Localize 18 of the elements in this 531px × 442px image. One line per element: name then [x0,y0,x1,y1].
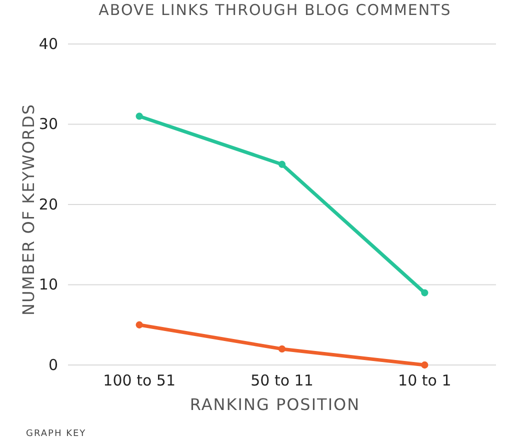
chart-title: ABOVE LINKS THROUGH BLOG COMMENTS [98,1,452,19]
point [278,160,286,168]
y-axis-title: NUMBER OF KEYWORDS [19,103,38,316]
text: GRAPH KEY [26,429,86,439]
point [136,321,143,328]
x-tick-label: 10 to 1 [398,372,452,390]
point [421,361,428,369]
x-tick-label: 50 to 11 [250,372,314,390]
y-tick-label: 40 [38,34,58,53]
y-tick-label: 20 [38,195,58,214]
point [278,345,286,353]
y-tick-label: 10 [38,276,58,294]
y-tick-label: 30 [38,115,58,134]
x-axis-title: RANKING POSITION [190,395,360,414]
point [421,289,428,296]
x-tick-label: 100 to 51 [103,372,176,390]
point [136,112,143,120]
y-tick-label: 0 [48,356,58,374]
